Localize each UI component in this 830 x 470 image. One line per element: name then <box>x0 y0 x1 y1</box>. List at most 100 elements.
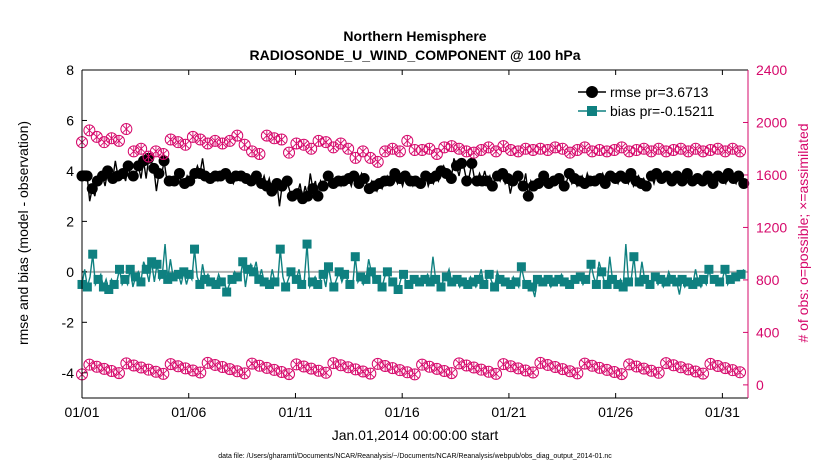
obs-upper-assim-mark <box>85 125 94 136</box>
obs-lower-assim-mark <box>683 364 693 375</box>
bias-point <box>227 274 237 284</box>
obs-lower-assim-mark <box>151 366 161 377</box>
obs-upper-assim-mark <box>255 148 264 159</box>
obs-upper-assim-mark <box>166 134 176 145</box>
obs-upper-assim-mark <box>299 139 309 150</box>
obs-upper-point <box>105 132 118 145</box>
bias-point <box>409 274 419 284</box>
obs-lower-assim-mark <box>166 359 176 370</box>
bias-point <box>372 274 382 284</box>
obs-lower-assim-mark <box>698 368 708 379</box>
obs-upper-point <box>216 137 229 150</box>
obs-lower-point <box>697 367 710 380</box>
bias-point <box>554 274 564 284</box>
bias-point <box>270 277 280 287</box>
legend-marker-rmse <box>586 86 598 98</box>
bias-point <box>597 267 607 277</box>
obs-upper-point <box>386 142 399 155</box>
obs-lower-assim-mark <box>499 359 508 370</box>
obs-lower-assim-mark <box>624 359 634 370</box>
obs-upper-point <box>253 147 266 160</box>
bias-point <box>484 269 494 279</box>
obs-lower-assim-mark <box>144 364 153 375</box>
bias-point <box>366 267 376 277</box>
obs-upper-point <box>356 145 369 158</box>
obs-upper-assim-mark <box>439 142 449 153</box>
obs-lower-point <box>652 366 665 379</box>
obs-upper-assim-mark <box>550 142 560 153</box>
obs-upper-point <box>445 140 458 153</box>
obs-lower-point <box>527 366 540 379</box>
y-tick-label-left: 6 <box>66 112 74 128</box>
bias-point <box>431 274 441 284</box>
obs-upper-assim-mark <box>380 146 390 157</box>
obs-lower-assim-mark <box>728 365 737 376</box>
obs-upper-point <box>297 138 310 151</box>
rmse-point <box>173 167 185 179</box>
obs-upper-point <box>201 137 214 150</box>
rmse-point <box>153 167 165 179</box>
obs-lower-assim-mark <box>432 363 442 374</box>
obs-upper-assim-mark <box>114 135 124 146</box>
obs-lower-point <box>238 367 251 380</box>
obs-upper-point <box>305 142 318 155</box>
obs-upper-assim-mark <box>292 138 301 149</box>
obs-upper-assim-mark <box>587 146 597 157</box>
obs-upper-point <box>467 146 480 159</box>
bias-point <box>720 264 730 274</box>
bias-point <box>490 282 500 292</box>
rmse-point <box>466 157 478 169</box>
obs-upper-assim-mark <box>232 130 242 141</box>
bias-point <box>211 279 221 289</box>
bias-point <box>725 274 735 284</box>
bias-point <box>645 279 655 289</box>
obs-lower-assim-mark <box>136 362 146 373</box>
obs-lower-assim-mark <box>173 361 183 372</box>
bias-point <box>666 274 676 284</box>
bias-point <box>661 277 671 287</box>
obs-upper-assim-mark <box>454 143 464 154</box>
plot-area: -4 -2 0 2 4 6 8 0 400 800 1200 1600 2000 2400 01/01 01/… <box>62 62 788 420</box>
rmse-point <box>738 178 750 190</box>
bias-point <box>163 274 173 284</box>
rmse-point <box>640 180 652 192</box>
y-tick-label-left: -4 <box>62 365 75 381</box>
obs-lower-assim-mark <box>262 362 272 373</box>
obs-lower-assim-mark <box>573 368 582 379</box>
obs-upper-assim-mark <box>99 137 109 148</box>
rmse-point <box>445 172 457 184</box>
obs-upper-assim-mark <box>476 145 486 156</box>
obs-upper-point <box>238 138 251 151</box>
bias-point <box>152 259 162 269</box>
bias-point <box>731 272 741 282</box>
bias-point <box>688 279 698 289</box>
obs-upper-assim-mark <box>277 134 286 145</box>
obs-lower-assim-mark <box>536 357 545 368</box>
obs-upper-assim-mark <box>240 139 249 150</box>
obs-lower-assim-mark <box>639 363 649 374</box>
obs-lower-assim-mark <box>181 363 190 374</box>
obs-upper-assim-mark <box>122 124 131 135</box>
bias-point <box>334 267 344 277</box>
bias-point <box>736 269 746 279</box>
obs-upper-assim-mark <box>195 134 205 145</box>
obs-upper-assim-mark <box>395 146 405 157</box>
obs-upper-point <box>209 134 222 147</box>
obs-lower-assim-mark <box>114 368 124 379</box>
obs-lower-assim-mark <box>439 365 449 376</box>
obs-upper-point <box>645 145 658 158</box>
obs-lower-assim-mark <box>595 362 604 373</box>
obs-upper-assim-mark <box>536 143 545 154</box>
obs-lower-assim-mark <box>469 362 479 373</box>
obs-upper-point <box>164 133 177 146</box>
bias-point <box>318 269 328 279</box>
obs-lower-assim-mark <box>676 362 686 373</box>
obs-lower-assim-mark <box>646 365 656 376</box>
y-tick-label-right: 400 <box>756 324 780 340</box>
bias-point <box>98 282 108 292</box>
obs-upper-assim-mark <box>617 142 627 153</box>
bias-point <box>222 287 232 297</box>
obs-upper-assim-mark <box>388 143 397 154</box>
obs-lower-assim-mark <box>336 360 346 371</box>
